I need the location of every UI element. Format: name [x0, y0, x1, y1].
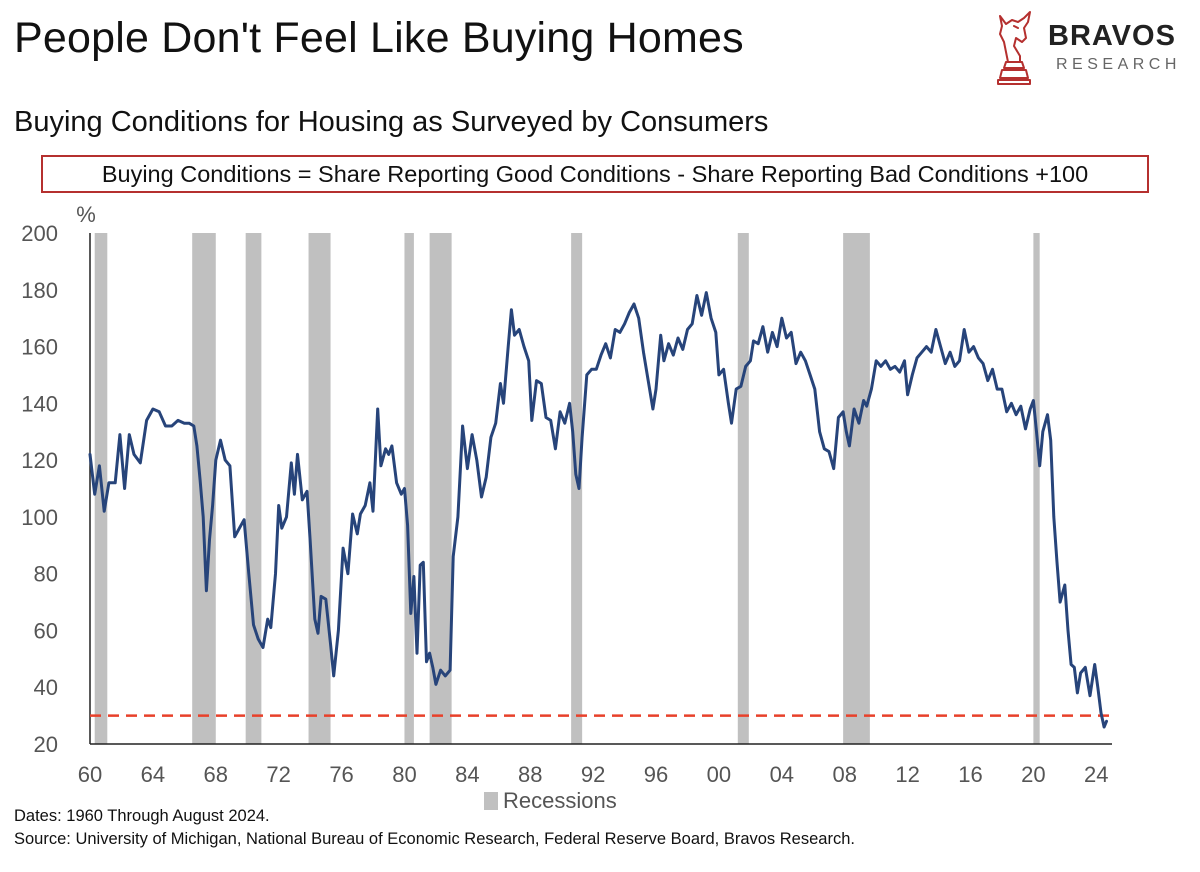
recession-band-1: [192, 233, 216, 744]
tick-labels: 20 40 60 80 100 120 140 160 180 200% 60 64 68 72 76 80 8…: [21, 202, 1108, 787]
y-tick-label: 20: [34, 732, 58, 757]
x-tick-label: 60: [78, 762, 102, 787]
series-line-0: [88, 291, 1108, 729]
dates-note: Dates: 1960 Through August 2024.: [14, 807, 270, 825]
x-tick-label: 04: [770, 762, 794, 787]
recession-band-5: [429, 233, 452, 744]
x-tick-label: 68: [204, 762, 228, 787]
x-tick-label: 92: [581, 762, 605, 787]
x-tick-label: 20: [1021, 762, 1045, 787]
recession-band-4: [404, 233, 414, 744]
x-tick-label: 24: [1084, 762, 1108, 787]
formula-box: Buying Conditions = Share Reporting Good…: [41, 155, 1149, 193]
y-tick-label: 80: [34, 562, 58, 587]
x-tick-label: 16: [958, 762, 982, 787]
y-tick-label: 100: [21, 505, 58, 530]
x-tick-label: 64: [141, 762, 165, 787]
legend-label-recessions: Recessions: [503, 788, 617, 813]
chart-subtitle: Buying Conditions for Housing as Surveye…: [14, 106, 769, 138]
bull-chess-knight-icon: [997, 11, 1031, 85]
y-tick-label: 120: [21, 448, 58, 473]
axes: [89, 233, 1112, 745]
y-tick-label: 140: [21, 391, 58, 416]
legend: Recessions: [484, 788, 617, 813]
series-group: [88, 291, 1108, 729]
recession-band-3: [308, 233, 331, 744]
y-tick-label: 200: [21, 221, 58, 246]
legend-swatch-recessions: [484, 792, 498, 810]
x-tick-label: 00: [707, 762, 731, 787]
brand-name: BRAVOS: [1048, 20, 1176, 52]
x-tick-label: 88: [518, 762, 542, 787]
brand-logo: BRAVOS RESEARCH: [990, 8, 1190, 88]
recession-band-8: [843, 233, 870, 744]
recession-bands: [94, 233, 1040, 744]
y-tick-label: 60: [34, 618, 58, 643]
x-tick-label: 76: [329, 762, 353, 787]
source-note: Source: University of Michigan, National…: [14, 830, 855, 848]
y-tick-label: 40: [34, 675, 58, 700]
brand-subname: RESEARCH: [1056, 56, 1181, 73]
recession-band-7: [737, 233, 749, 744]
x-tick-label: 84: [455, 762, 479, 787]
recession-band-6: [571, 233, 583, 744]
x-tick-label: 80: [392, 762, 416, 787]
x-tick-label: 96: [644, 762, 668, 787]
recession-band-2: [245, 233, 262, 744]
x-tick-label: 72: [266, 762, 290, 787]
y-axis-label: %: [76, 202, 96, 227]
recession-band-9: [1033, 233, 1040, 744]
x-tick-label: 12: [895, 762, 919, 787]
chart-title: People Don't Feel Like Buying Homes: [14, 14, 744, 62]
x-tick-label: 08: [832, 762, 856, 787]
formula-text: Buying Conditions = Share Reporting Good…: [101, 160, 1089, 187]
y-tick-label: 180: [21, 278, 58, 303]
y-tick-label: 160: [21, 335, 58, 360]
